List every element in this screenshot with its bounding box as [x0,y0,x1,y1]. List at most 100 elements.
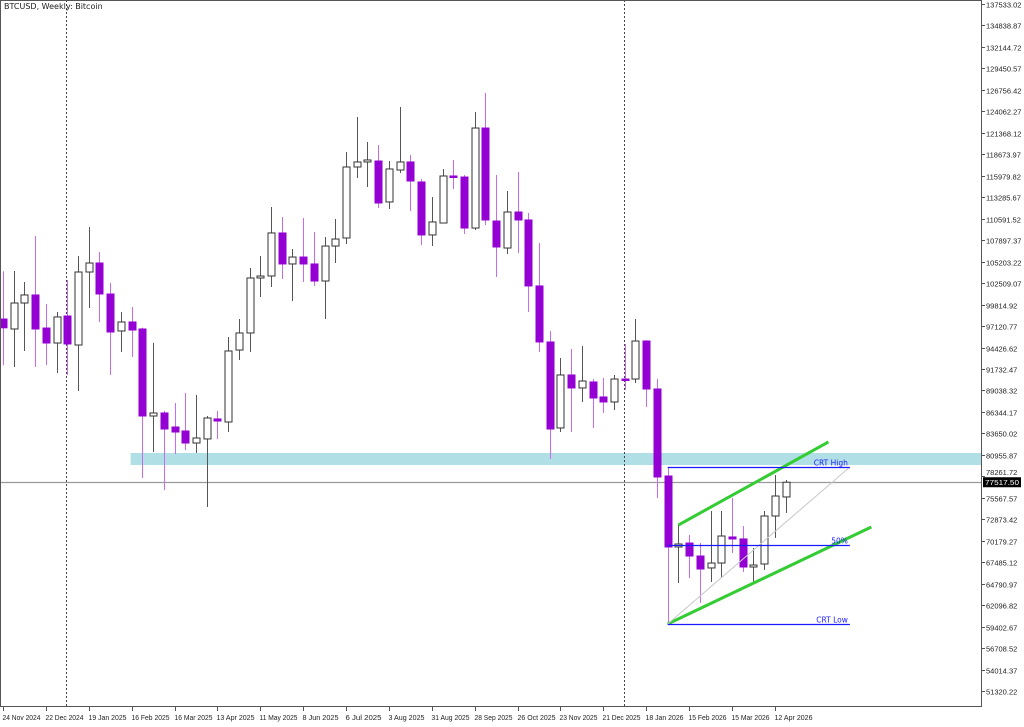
candle-body-bearish [31,294,40,330]
candle [321,237,330,320]
candle [95,252,104,322]
y-tick-label: 67485.12 [986,559,1017,568]
candle-body-bearish [492,220,501,248]
y-tick-label: 80955.87 [986,452,1017,461]
y-tick-label: 102509.07 [986,280,1021,289]
candle [85,226,94,309]
y-tick-label: 62096.82 [986,602,1017,611]
candle [556,357,565,433]
y-tick-label: 70179.27 [986,538,1017,547]
candle [589,379,598,428]
candle [288,248,297,302]
candle [171,403,180,455]
y-tick-label: 75567.57 [986,495,1017,504]
chart-frame [0,0,982,707]
candle [481,93,490,225]
x-tick-label: 21 Dec 2025 [603,713,641,722]
x-tick-label: 19 Jan 2025 [89,713,127,722]
candle [192,394,201,453]
trendline-channel-lower [666,525,872,626]
candle-body-bullish [578,380,587,389]
y-tick-label: 118673.97 [986,151,1021,160]
candle-body-bearish [567,374,576,389]
candle [256,255,265,298]
candle [707,510,716,582]
candle [503,190,512,255]
y-tick-label: 129450.57 [986,65,1021,74]
candle [353,117,362,178]
candle [42,303,51,366]
y-tick-label: 59402.67 [986,624,1017,633]
period-separators [66,0,625,706]
candle [117,312,126,353]
candle [728,498,737,553]
x-tick-label: 8 Jun 2025 [303,713,339,722]
x-tick-label: 22 Dec 2024 [46,713,84,722]
candle [235,319,244,360]
y-tick-label: 94426.62 [986,345,1017,354]
candle-body-bearish [106,293,115,333]
x-tick-label: 23 Nov 2025 [560,713,598,722]
candle [342,152,351,244]
candle-body-bearish [374,160,383,204]
candle-body-bullish [288,256,297,265]
y-tick-label: 134838.87 [986,22,1021,31]
x-tick-label: 12 Apr 2026 [775,713,813,722]
x-tick-label: 24 Nov 2024 [3,713,41,722]
y-tick-label: 91732.47 [986,366,1017,375]
x-tick-label: 18 Jan 2026 [646,713,684,722]
candle-body-bullish [321,245,330,282]
candle [374,144,383,209]
candle-body-bullish [10,302,19,330]
candle [267,206,276,287]
x-tick-label: 16 Feb 2025 [132,713,170,722]
candle-body-bullish [771,495,780,517]
x-tick-label: 31 Aug 2025 [432,713,470,722]
candle [674,525,683,584]
candle-body-bullish [85,262,94,273]
candle [696,543,705,603]
candle-body-bullish [396,161,405,171]
candle-body-bullish [428,221,437,236]
candle-body-bearish [63,315,72,345]
candle [771,474,780,539]
candle-body-bullish [782,481,791,498]
candle-body-bearish [535,285,544,343]
candle-body-bearish [0,318,8,329]
candle-body-bearish [664,475,673,548]
x-tick-label: 11 May 2025 [260,713,298,722]
candle [439,168,448,224]
candle [642,339,651,407]
candle-body-bearish [42,327,51,344]
candle [578,345,587,402]
y-tick-label: 110591.52 [986,216,1021,225]
candle-body-bearish [739,538,748,568]
y-tick-label: 64790.97 [986,581,1017,590]
candle-body-bearish [171,426,180,433]
y-tick-label: 51320.22 [986,688,1017,697]
candle [471,111,480,231]
candle-body-bullish [331,238,340,247]
x-tick-label: 26 Oct 2025 [518,713,556,722]
candle-body-bearish [481,127,490,221]
candle-body-bearish [696,555,705,570]
y-tick-label: 113285.67 [986,194,1021,203]
candle [363,141,372,187]
candle-body-bullish [149,412,158,417]
annotations: CRT High 50% CRT Low [666,440,872,626]
x-tick-label: 15 Feb 2026 [689,713,727,722]
time-axis[interactable]: 24 Nov 2024 22 Dec 2024 19 Jan 2025 16 Feb … [3,706,813,722]
x-tick-label: 13 Apr 2025 [217,713,255,722]
candle-body-bullish [749,564,758,568]
price-axis[interactable]: 137533.02 134838.87 132144.72 129450.57 1267… [981,1,1021,697]
candle [299,217,308,282]
candle [149,342,158,453]
candle-body-bearish [653,388,662,478]
y-tick-label: 121368.12 [986,130,1021,139]
candle-body-bearish [299,256,308,265]
candle [10,270,19,367]
current-price-badge [983,477,1021,488]
candle [31,235,40,367]
support-zone [130,452,981,466]
